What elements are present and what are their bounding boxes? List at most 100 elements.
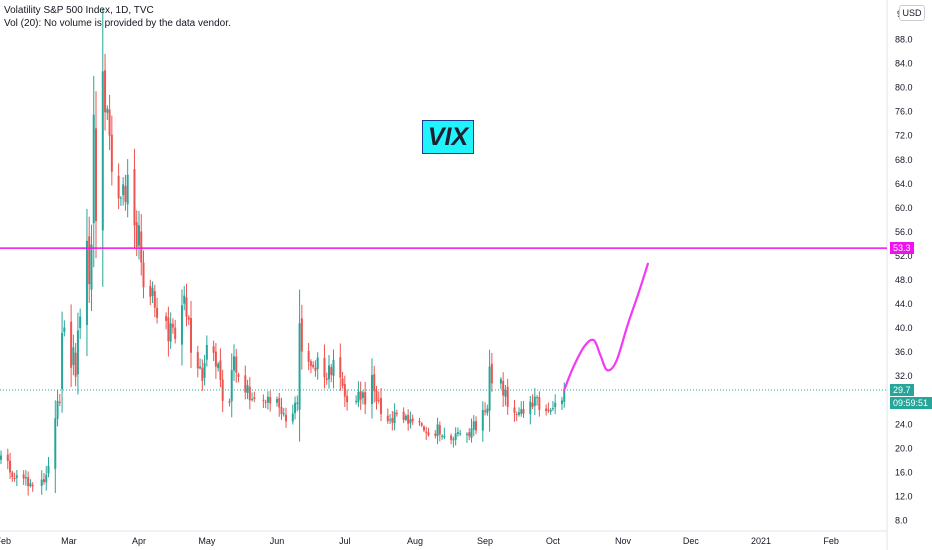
candle-body bbox=[380, 397, 383, 415]
candle-body bbox=[282, 413, 285, 415]
candle-body bbox=[31, 484, 34, 487]
candle-body bbox=[470, 428, 473, 438]
time-tick-label: Jul bbox=[339, 536, 351, 546]
candle-body bbox=[339, 357, 342, 378]
candle-body bbox=[15, 475, 18, 478]
candle-body bbox=[538, 397, 541, 410]
candle-body bbox=[230, 370, 233, 402]
time-tick-label: Aug bbox=[407, 536, 423, 546]
candle-body bbox=[425, 431, 428, 433]
candle-body bbox=[359, 391, 362, 400]
candle-body bbox=[554, 402, 557, 408]
candle-body bbox=[481, 409, 484, 431]
candle-body bbox=[85, 240, 88, 325]
candle-body bbox=[307, 351, 310, 362]
chart-legend: Volatility S&P 500 Index, 1D, TVC Vol (2… bbox=[4, 4, 231, 30]
candle-body bbox=[56, 400, 59, 419]
candle-body bbox=[560, 400, 563, 404]
candle-body bbox=[196, 352, 199, 369]
candle-body bbox=[171, 323, 174, 328]
symbol-title[interactable]: Volatility S&P 500 Index, 1D, TVC bbox=[4, 5, 154, 16]
candle-body bbox=[465, 433, 468, 435]
candle-body bbox=[232, 356, 235, 371]
candle-body bbox=[187, 317, 190, 320]
candle-body bbox=[533, 396, 536, 406]
vix-text-annotation[interactable]: VIX bbox=[422, 120, 474, 154]
candle-body bbox=[316, 357, 319, 369]
candle-body bbox=[13, 478, 16, 480]
candle-body bbox=[104, 70, 107, 113]
candle-body bbox=[459, 433, 462, 435]
candle-body bbox=[61, 332, 64, 390]
candle-body bbox=[6, 454, 9, 461]
candle-body bbox=[212, 346, 215, 353]
projection-path-drawing[interactable] bbox=[563, 262, 649, 392]
candle-body bbox=[391, 418, 394, 423]
candle-body bbox=[547, 409, 550, 411]
candle-body bbox=[434, 433, 437, 436]
candle-body bbox=[418, 420, 421, 423]
candle-body bbox=[291, 413, 294, 422]
candle-body bbox=[165, 316, 168, 321]
candle-body bbox=[436, 424, 439, 437]
candle-body bbox=[92, 114, 95, 224]
candle-body bbox=[135, 222, 138, 247]
candle-body bbox=[343, 384, 346, 397]
candle-body bbox=[389, 419, 392, 421]
candle-body bbox=[422, 426, 425, 431]
candle-body bbox=[149, 286, 152, 297]
price-tick-label: 20.0 bbox=[895, 443, 913, 453]
time-tick-label: Feb bbox=[823, 536, 839, 546]
candle-body bbox=[251, 399, 254, 401]
price-tick-label: 24.0 bbox=[895, 419, 913, 429]
candle-body bbox=[364, 392, 367, 405]
price-tick-label: 52.0 bbox=[895, 251, 913, 261]
currency-badge[interactable]: USD bbox=[899, 5, 925, 21]
price-tick-label: 56.0 bbox=[895, 227, 913, 237]
candle-body bbox=[280, 407, 283, 415]
price-tick-label: 8.0 bbox=[895, 516, 908, 526]
candle-body bbox=[370, 374, 373, 404]
candle-body bbox=[402, 411, 405, 421]
candle-body bbox=[531, 402, 534, 407]
candle-body bbox=[373, 374, 376, 392]
candle-body bbox=[452, 439, 455, 441]
candle-body bbox=[486, 408, 489, 414]
candle-body bbox=[117, 175, 120, 199]
candle-body bbox=[323, 357, 326, 378]
candle-body bbox=[506, 386, 509, 407]
candle-body bbox=[45, 474, 48, 483]
candle-body bbox=[407, 415, 410, 424]
candle-body bbox=[122, 184, 125, 196]
candles-series bbox=[0, 8, 566, 496]
candle-body bbox=[438, 425, 441, 435]
candle-body bbox=[142, 262, 145, 288]
candle-body bbox=[190, 318, 193, 353]
candle-body bbox=[156, 307, 159, 318]
candle-body bbox=[377, 399, 380, 401]
candle-body bbox=[325, 378, 328, 380]
candle-body bbox=[420, 423, 423, 426]
candle-body bbox=[47, 465, 50, 474]
candle-body bbox=[11, 472, 14, 478]
candle-body bbox=[124, 186, 127, 202]
time-tick-label: Feb bbox=[0, 536, 11, 546]
candle-body bbox=[110, 134, 113, 172]
price-axis[interactable]: 8.012.016.020.024.028.032.036.040.044.04… bbox=[895, 9, 913, 526]
candle-body bbox=[237, 374, 240, 377]
time-tick-label: Jun bbox=[270, 536, 285, 546]
price-tick-label: 60.0 bbox=[895, 203, 913, 213]
candle-body bbox=[54, 418, 57, 469]
candle-body bbox=[185, 297, 188, 317]
candle-body bbox=[409, 419, 412, 424]
candle-body bbox=[563, 390, 566, 402]
candle-body bbox=[203, 362, 206, 378]
candle-body bbox=[499, 379, 502, 384]
candle-body bbox=[137, 225, 140, 246]
price-tick-label: 36.0 bbox=[895, 347, 913, 357]
candle-body bbox=[126, 174, 129, 205]
price-tick-label: 88.0 bbox=[895, 35, 913, 45]
candle-body bbox=[285, 414, 288, 422]
time-axis[interactable]: Feb Mar Apr May Jun Jul Aug Sep Oct Nov Dec 2021 Feb bbox=[0, 536, 839, 546]
